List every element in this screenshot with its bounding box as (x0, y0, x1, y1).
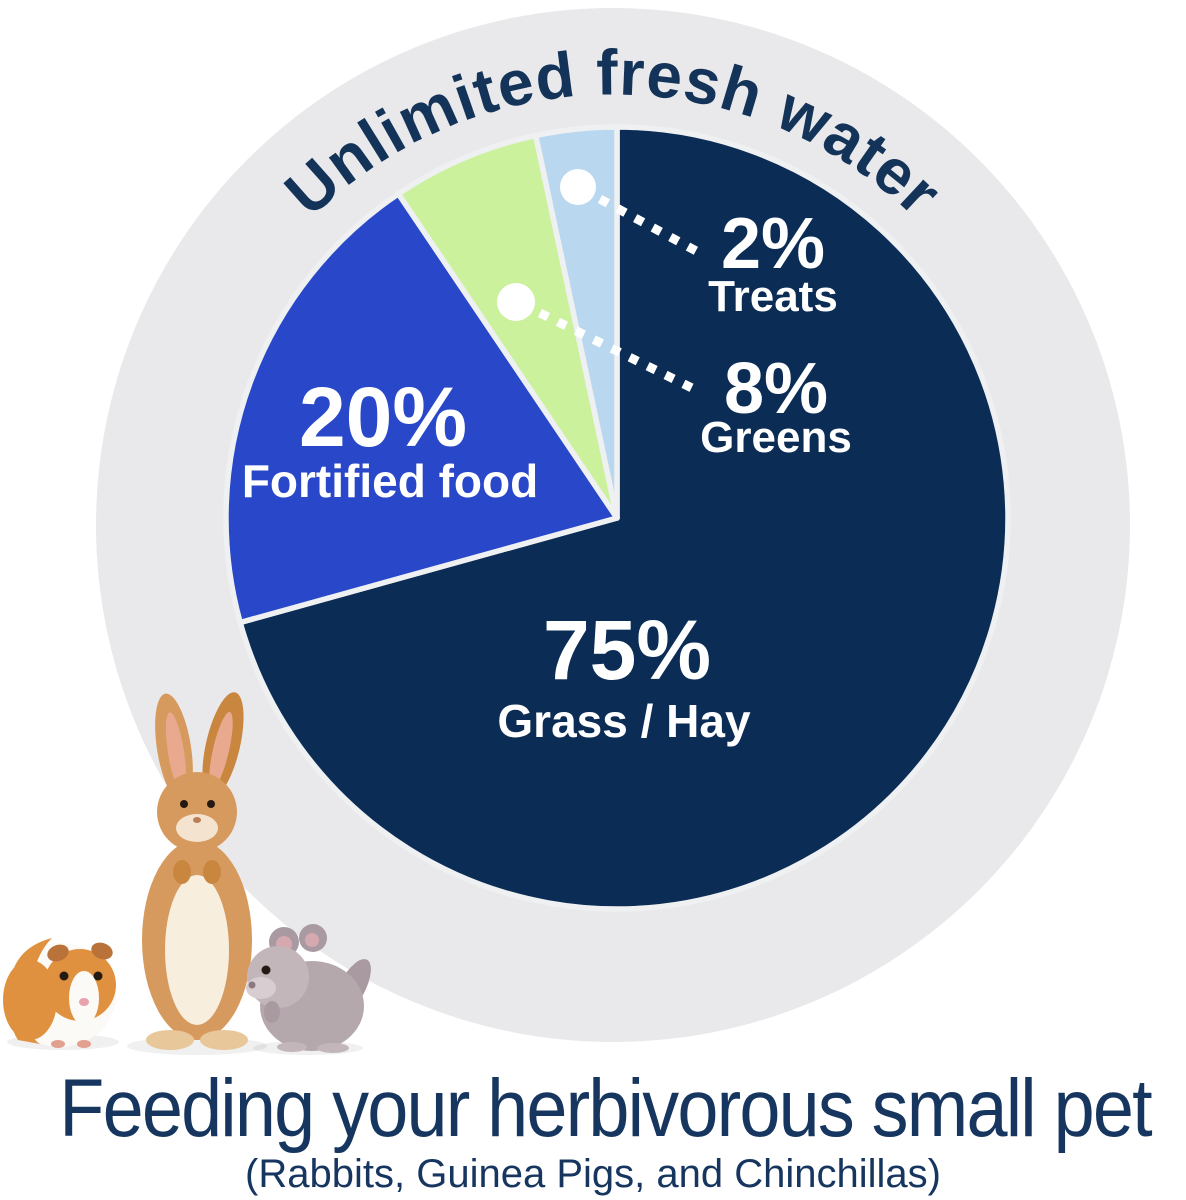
pie-chart (223, 124, 1011, 912)
greens-name-label: Greens (700, 413, 852, 462)
chinchilla-illustration (246, 924, 371, 1055)
greens-callout-dot (497, 283, 535, 321)
grass-name-label: Grass / Hay (497, 695, 751, 747)
fortified-name-label: Fortified food (242, 455, 538, 507)
pie-slice-greens (395, 132, 620, 521)
fortified-pct-label: 20% (299, 370, 467, 464)
pie-slice-fortified-food (223, 191, 620, 626)
footer-title: Feeding your herbivorous small pet (59, 1063, 1152, 1154)
treats-callout-dot (560, 169, 596, 205)
treats-pct-label: 2% (721, 204, 825, 284)
rabbit-illustration (127, 692, 267, 1055)
footer-subtitle: (Rabbits, Guinea Pigs, and Chinchillas) (245, 1152, 941, 1196)
pie-slice-grass-hay (237, 124, 1011, 912)
grass-pct-label: 75% (543, 603, 711, 697)
callout-greens (497, 283, 698, 395)
guinea-pig-illustration (3, 938, 119, 1050)
greens-leader-line (538, 308, 698, 395)
callout-treats (560, 169, 701, 256)
treats-name-label: Treats (708, 272, 838, 321)
greens-pct-label: 8% (724, 349, 828, 429)
pie-slice-treats (532, 124, 620, 521)
